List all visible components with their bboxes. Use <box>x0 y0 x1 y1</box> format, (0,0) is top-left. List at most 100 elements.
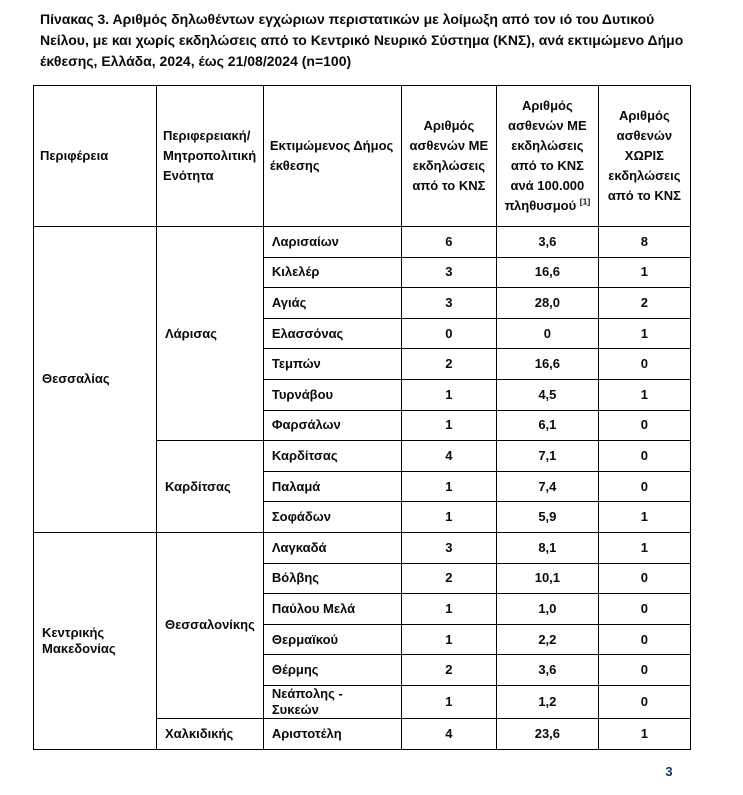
rate-per-100k-cell: 3,6 <box>495 654 599 686</box>
municipality-cell: Βόλβης <box>262 562 402 595</box>
rate-per-100k-cell: 6,1 <box>495 409 599 442</box>
footnote-marker: [1] <box>579 196 591 207</box>
table-caption: Πίνακας 3. Αριθμός δηλωθέντων εγχώριων π… <box>40 11 684 69</box>
without-cns-cell: 8 <box>597 226 691 258</box>
rate-per-100k-cell: 10,1 <box>495 562 599 595</box>
table-row: Χαλκιδικής Αριστοτέλη 4 23,6 1 <box>34 717 691 750</box>
rate-per-100k-cell: 5,9 <box>495 501 599 533</box>
table-row: Παλαμά 1 7,4 0 <box>34 470 691 503</box>
rate-per-100k-cell: 8,1 <box>495 531 599 564</box>
without-cns-cell: 1 <box>597 531 691 564</box>
with-cns-cell: 0 <box>400 317 497 350</box>
region-cell: Θεσσαλίας <box>33 226 157 533</box>
rate-per-100k-cell: 3,6 <box>495 226 599 258</box>
with-cns-cell: 3 <box>400 287 497 319</box>
without-cns-cell: 0 <box>597 562 691 595</box>
without-cns-cell: 0 <box>597 684 691 719</box>
with-cns-cell: 1 <box>400 684 497 719</box>
regional-unit-cell: Χαλκιδικής <box>156 717 264 750</box>
col-header-with-cns: Αριθμός ασθενών ΜΕ εκδηλώσεις από το ΚΝΣ <box>400 85 497 227</box>
rate-per-100k-cell: 23,6 <box>495 717 599 750</box>
regional-unit-cell: Θεσσαλονίκης <box>156 531 264 719</box>
col-header-municipality: Εκτιμώμενος Δήμος έκθεσης <box>262 85 402 227</box>
col-header-rate-per-100k: Αριθμός ασθενών ΜΕ εκδηλώσεις από το ΚΝΣ… <box>495 85 599 227</box>
with-cns-cell: 1 <box>400 470 497 503</box>
table-row: Παύλου Μελά 1 1,0 0 <box>34 593 691 625</box>
municipality-cell: Θέρμης <box>262 654 402 686</box>
municipality-cell: Παλαμά <box>262 470 402 503</box>
with-cns-cell: 1 <box>400 593 497 625</box>
without-cns-cell: 0 <box>597 440 691 472</box>
municipality-cell: Τεμπών <box>262 348 402 380</box>
municipality-cell: Αγιάς <box>262 287 402 319</box>
without-cns-cell: 2 <box>597 287 691 319</box>
municipality-cell: Λαγκαδά <box>262 531 402 564</box>
without-cns-cell: 0 <box>597 654 691 686</box>
wnv-cases-table: Περιφέρεια Περιφερειακή/ Μητροπολιτική Ε… <box>33 85 691 750</box>
municipality-cell: Κιλελέρ <box>262 256 402 289</box>
rate-per-100k-cell: 0 <box>495 317 599 350</box>
without-cns-cell: 1 <box>597 717 691 750</box>
without-cns-cell: 0 <box>597 623 691 656</box>
municipality-cell: Καρδίτσας <box>262 440 402 472</box>
table-row: Θεσσαλίας Λάρισας Λαρισαίων 6 3,6 8 <box>33 225 691 533</box>
table-row: Κεντρικής Μακεδονίας Θεσσαλονίκης Λαγκαδ… <box>33 531 691 750</box>
without-cns-cell: 0 <box>597 470 691 503</box>
without-cns-cell: 1 <box>597 501 691 533</box>
table-row: Σοφάδων 1 5,9 1 <box>34 501 691 533</box>
with-cns-cell: 3 <box>400 531 497 564</box>
page-number: 3 <box>665 764 673 779</box>
table-row: Φαρσάλων 1 6,1 0 <box>34 409 691 442</box>
with-cns-cell: 1 <box>400 623 497 656</box>
with-cns-cell: 2 <box>400 348 497 380</box>
table-row: Βόλβης 2 10,1 0 <box>34 562 691 595</box>
table-row: Αγιάς 3 28,0 2 <box>34 287 691 319</box>
table-row: Κιλελέρ 3 16,6 1 <box>34 256 691 289</box>
rate-per-100k-cell: 4,5 <box>495 378 599 411</box>
col-header-region: Περιφέρεια <box>33 85 157 227</box>
rate-per-100k-cell: 28,0 <box>495 287 599 319</box>
regional-unit-cell: Καρδίτσας <box>156 440 264 533</box>
municipality-cell: Αριστοτέλη <box>262 717 402 750</box>
col-header-regional-unit: Περιφερειακή/ Μητροπολιτική Ενότητα <box>156 85 264 227</box>
municipality-cell: Λαρισαίων <box>262 226 402 258</box>
rate-per-100k-cell: 7,4 <box>495 470 599 503</box>
with-cns-cell: 1 <box>400 378 497 411</box>
table-body: Θεσσαλίας Λάρισας Λαρισαίων 6 3,6 8 Κιλε… <box>33 225 691 750</box>
municipality-cell: Παύλου Μελά <box>262 593 402 625</box>
with-cns-cell: 4 <box>400 717 497 750</box>
rate-per-100k-cell: 2,2 <box>495 623 599 656</box>
municipality-cell: Τυρνάβου <box>262 378 402 411</box>
region-cell: Κεντρικής Μακεδονίας <box>33 531 157 750</box>
table-header: Περιφέρεια Περιφερειακή/ Μητροπολιτική Ε… <box>33 85 691 227</box>
table-row: Νεάπολης - Συκεών 1 1,2 0 <box>34 684 691 719</box>
municipality-cell: Θερμαϊκού <box>262 623 402 656</box>
municipality-cell: Νεάπολης - Συκεών <box>262 684 402 719</box>
with-cns-cell: 2 <box>400 654 497 686</box>
col-header-without-cns: Αριθμός ασθενών ΧΩΡΙΣ εκδηλώσεις από το … <box>597 85 691 227</box>
with-cns-cell: 1 <box>400 409 497 442</box>
rate-per-100k-cell: 16,6 <box>495 256 599 289</box>
rate-per-100k-cell: 1,2 <box>495 684 599 719</box>
with-cns-cell: 6 <box>400 226 497 258</box>
header-row: Περιφέρεια Περιφερειακή/ Μητροπολιτική Ε… <box>33 85 691 227</box>
municipality-cell: Ελασσόνας <box>262 317 402 350</box>
municipality-cell: Φαρσάλων <box>262 409 402 442</box>
without-cns-cell: 0 <box>597 593 691 625</box>
regional-unit-cell: Λάρισας <box>156 225 264 442</box>
without-cns-cell: 1 <box>597 317 691 350</box>
rate-per-100k-cell: 16,6 <box>495 348 599 380</box>
with-cns-cell: 4 <box>400 440 497 472</box>
without-cns-cell: 0 <box>597 409 691 442</box>
table-row: Τυρνάβου 1 4,5 1 <box>34 378 691 411</box>
table-row: Θέρμης 2 3,6 0 <box>34 654 691 686</box>
with-cns-cell: 2 <box>400 562 497 595</box>
without-cns-cell: 1 <box>597 378 691 411</box>
without-cns-cell: 0 <box>597 348 691 380</box>
col-header-rate-text: Αριθμός ασθενών ΜΕ εκδηλώσεις από το ΚΝΣ… <box>504 98 587 213</box>
rate-per-100k-cell: 1,0 <box>495 593 599 625</box>
rate-per-100k-cell: 7,1 <box>495 440 599 472</box>
municipality-cell: Σοφάδων <box>262 501 402 533</box>
with-cns-cell: 3 <box>400 256 497 289</box>
